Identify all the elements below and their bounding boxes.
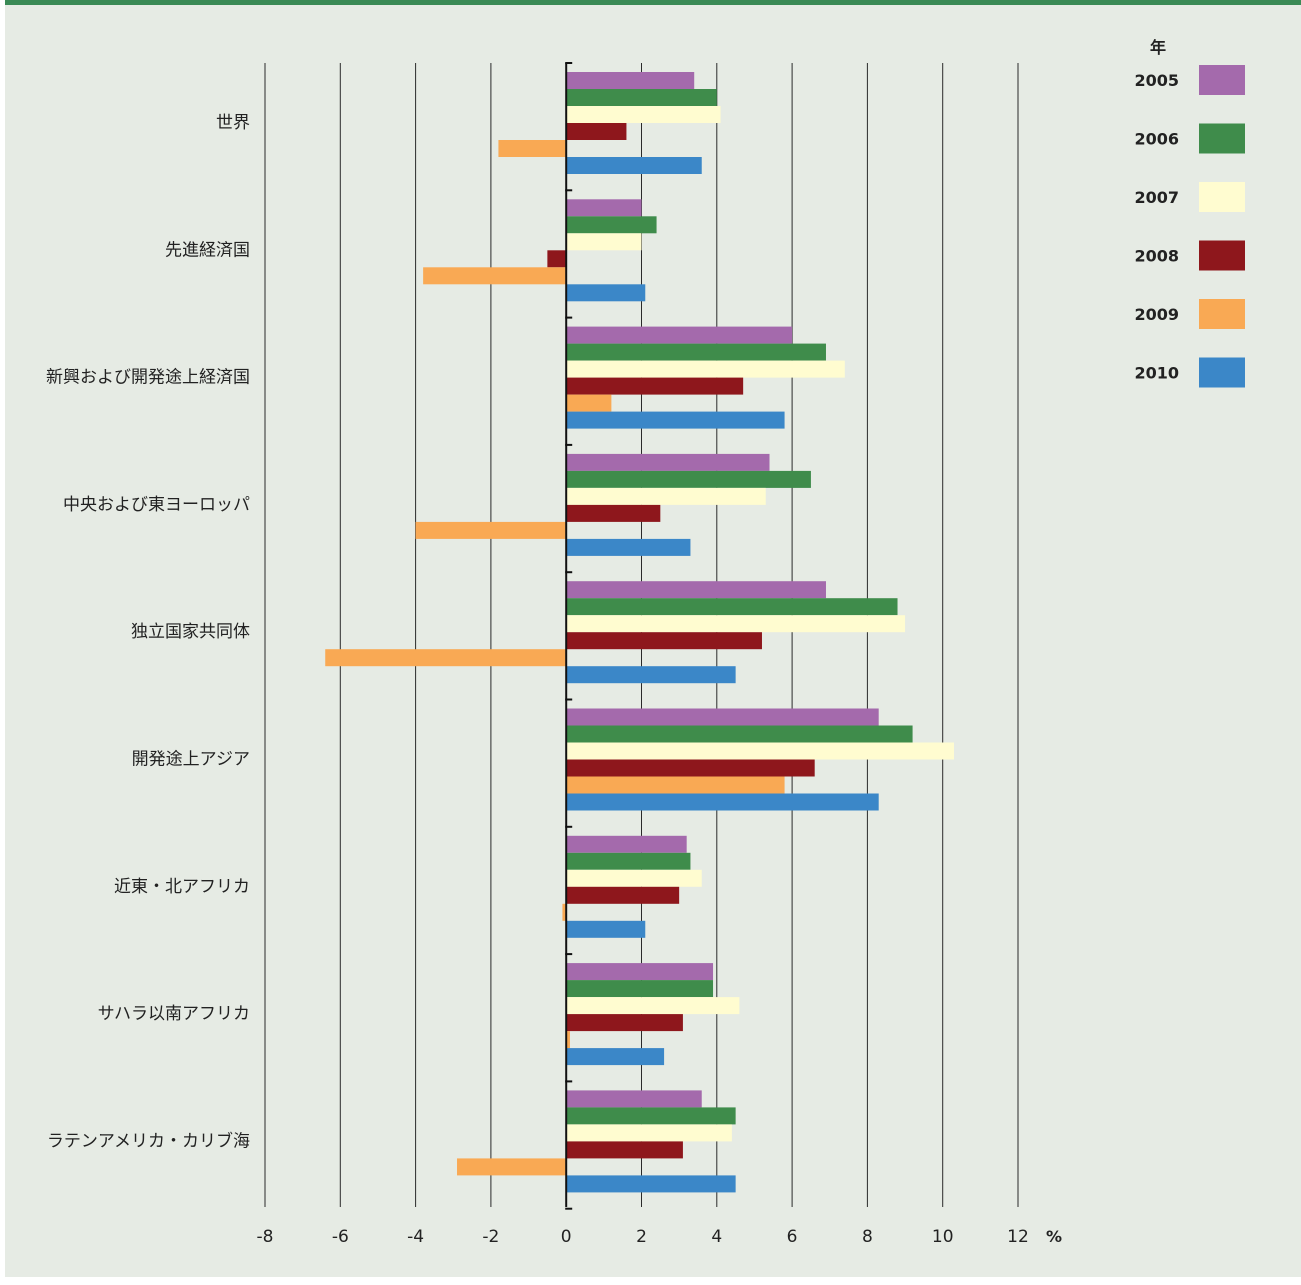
category-label: ラテンアメリカ・カリブ海 — [47, 1130, 250, 1151]
bar-2009 — [457, 1158, 567, 1176]
legend-swatch-2006 — [1199, 123, 1245, 154]
legend-swatch-2010 — [1199, 357, 1245, 388]
x-tick-labels: -8 -6 -4 -2 0 2 4 6 8 10 12 — [257, 1227, 1029, 1247]
legend: 年 2005 2006 2007 2008 2009 2010 — [1134, 38, 1245, 388]
bar-2007 — [566, 1124, 732, 1142]
bar-2005 — [566, 199, 642, 217]
category-label: 世界 — [216, 113, 250, 133]
bar-2005 — [566, 708, 879, 726]
category-label: 独立国家共同体 — [131, 622, 250, 642]
bar-2009 — [566, 394, 612, 412]
bar-2009 — [415, 521, 567, 539]
x-tick-label: 2 — [636, 1227, 647, 1247]
legend-label-2008: 2008 — [1134, 247, 1179, 266]
legend-swatch-2009 — [1199, 299, 1245, 329]
bar-2010 — [566, 1175, 736, 1193]
bar-2009 — [325, 649, 567, 667]
bar-2007 — [566, 106, 721, 123]
bar-2010 — [566, 157, 702, 174]
bar-2007 — [566, 997, 740, 1015]
category-label: サハラ以南アフリカ — [98, 1004, 250, 1024]
bar-2009 — [498, 140, 567, 157]
bar-2007 — [566, 742, 954, 760]
bar-2008 — [566, 886, 680, 904]
bar-2006 — [566, 725, 913, 743]
bar-2007 — [566, 487, 766, 505]
bar-2010 — [566, 1048, 665, 1066]
bar-2005 — [566, 963, 714, 981]
bar-2010 — [566, 411, 785, 429]
zero-axis — [565, 62, 573, 1210]
bar-2010 — [566, 284, 646, 302]
growth-bar-chart: 世界先進経済国新興および開発途上経済国中央および東ヨーロッパ独立国家共同体開発途… — [46, 38, 1245, 1247]
bar-2005 — [566, 581, 826, 599]
bar-2008 — [566, 759, 815, 777]
bar-2005 — [566, 835, 687, 853]
legend-swatch-2005 — [1199, 65, 1245, 95]
x-tick-label: -2 — [482, 1227, 499, 1247]
x-tick-label: 8 — [862, 1227, 873, 1247]
x-tick-label: 4 — [711, 1227, 722, 1247]
x-tick-label: -6 — [332, 1227, 349, 1247]
bar-2007 — [566, 360, 845, 378]
bar-2009 — [566, 1031, 570, 1049]
bar-2010 — [566, 793, 879, 811]
x-unit-label: % — [1046, 1227, 1062, 1246]
bar-2005 — [566, 326, 793, 344]
legend-swatch-2008 — [1199, 240, 1245, 271]
bar-2008 — [566, 1141, 683, 1159]
bars — [325, 72, 954, 1193]
bar-2007 — [566, 615, 906, 633]
bar-2008 — [566, 1014, 683, 1032]
legend-label-2009: 2009 — [1134, 305, 1179, 324]
bar-2006 — [566, 852, 691, 870]
x-tick-label: -8 — [257, 1227, 274, 1247]
x-tick-label: 12 — [1007, 1227, 1029, 1247]
bar-2005 — [566, 453, 770, 471]
category-labels: 世界先進経済国新興および開発途上経済国中央および東ヨーロッパ独立国家共同体開発途… — [46, 113, 250, 1151]
bar-2010 — [566, 920, 646, 938]
legend-title: 年 — [1150, 38, 1166, 57]
category-label: 近東・北アフリカ — [114, 877, 250, 897]
bar-2008 — [566, 123, 627, 140]
bar-2006 — [566, 980, 714, 998]
category-label: 新興および開発途上経済国 — [46, 368, 250, 388]
legend-label-2010: 2010 — [1134, 364, 1179, 383]
bar-2009 — [566, 776, 785, 794]
bar-2008 — [566, 377, 744, 395]
legend-label-2006: 2006 — [1134, 130, 1179, 149]
bar-2010 — [566, 538, 691, 556]
bar-2005 — [566, 72, 695, 89]
bar-2005 — [566, 1090, 702, 1108]
category-label: 開発途上アジア — [132, 750, 250, 770]
category-label: 中央および東ヨーロッパ — [63, 495, 250, 515]
category-label: 先進経済国 — [165, 240, 250, 260]
bar-2006 — [566, 216, 657, 234]
bar-2006 — [566, 1107, 736, 1125]
chart-frame: 世界先進経済国新興および開発途上経済国中央および東ヨーロッパ独立国家共同体 開発途… — [5, 0, 1301, 1277]
x-tick-label: 10 — [932, 1227, 954, 1247]
bar-2008 — [547, 250, 567, 268]
legend-swatch-2007 — [1199, 182, 1245, 212]
bar-2009 — [562, 903, 567, 921]
bar-2010 — [566, 666, 736, 684]
legend-label-2005: 2005 — [1134, 71, 1179, 90]
bar-2006 — [566, 89, 717, 106]
x-tick-label: 6 — [787, 1227, 798, 1247]
bar-2007 — [566, 869, 702, 887]
bar-2009 — [423, 267, 567, 285]
bar-2006 — [566, 470, 811, 488]
x-tick-label: -4 — [407, 1227, 424, 1247]
x-tick-label: 0 — [561, 1227, 572, 1247]
bar-2007 — [566, 233, 642, 251]
legend-label-2007: 2007 — [1134, 188, 1179, 207]
bar-2008 — [566, 632, 762, 650]
bar-2008 — [566, 504, 661, 522]
bar-2006 — [566, 343, 826, 361]
bar-2006 — [566, 598, 898, 616]
